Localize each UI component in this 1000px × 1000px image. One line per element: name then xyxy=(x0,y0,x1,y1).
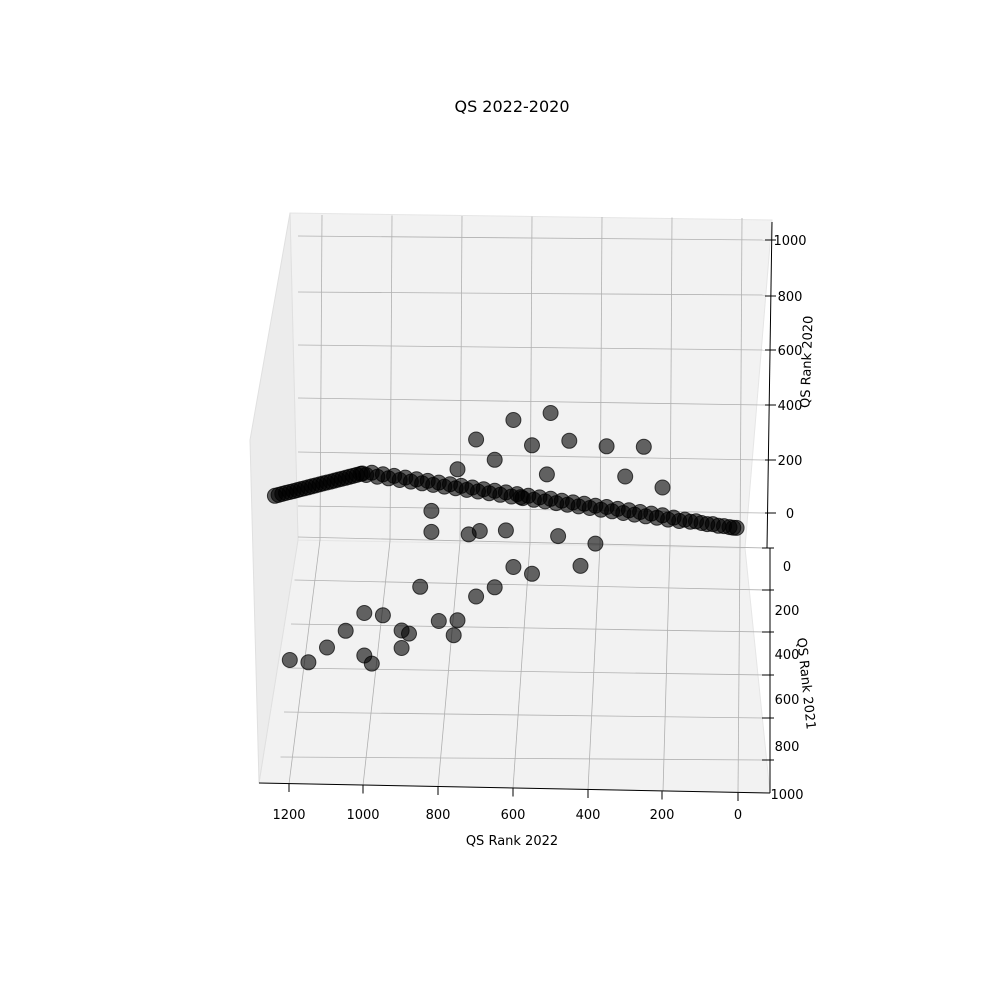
data-point xyxy=(654,479,671,496)
x-tick-label: 1000 xyxy=(346,808,379,823)
data-point xyxy=(486,451,503,468)
data-point xyxy=(598,438,615,455)
y-tick-label: 600 xyxy=(775,693,800,708)
x-grid-line xyxy=(512,543,531,789)
data-point xyxy=(471,523,488,539)
x-grid-line xyxy=(739,217,743,548)
y-tick-label: 800 xyxy=(775,740,800,755)
data-point xyxy=(356,647,373,664)
x-grid-line xyxy=(669,217,673,547)
z-grid-line xyxy=(297,344,766,351)
x-grid-line xyxy=(737,547,741,794)
x-tick-label: 1200 xyxy=(272,808,305,823)
data-point xyxy=(512,489,529,506)
y-tick-label: 400 xyxy=(775,648,800,663)
y-tick-label: 1000 xyxy=(770,788,803,803)
z-grid-line xyxy=(297,291,766,296)
y-axis-ticks: 0 200 400 600 800 1000 xyxy=(762,547,804,803)
data-point xyxy=(337,622,354,639)
z-tick-label: 800 xyxy=(778,290,803,305)
z-tick-label: 200 xyxy=(778,454,803,469)
data-point xyxy=(572,557,589,574)
y-tick-label: 200 xyxy=(775,604,800,619)
x-grid-line xyxy=(599,216,603,545)
x-grid-line xyxy=(587,544,601,791)
data-point xyxy=(266,487,283,504)
chart-title: QS 2022-2020 xyxy=(454,97,569,116)
z-axis-label: QS Rank 2020 xyxy=(798,315,816,408)
data-point xyxy=(423,523,440,540)
floor-pane xyxy=(258,539,771,794)
data-point xyxy=(635,438,652,455)
data-point xyxy=(587,535,604,552)
data-point xyxy=(617,468,634,485)
data-point xyxy=(449,612,466,629)
data-point xyxy=(393,640,410,656)
data-point xyxy=(445,627,462,644)
data-point xyxy=(374,607,391,624)
x-tick-label: 400 xyxy=(576,808,601,823)
data-point xyxy=(524,437,540,454)
y-grid-line xyxy=(283,711,767,719)
data-point xyxy=(300,654,317,671)
z-grid-line xyxy=(297,505,766,514)
data-point xyxy=(319,639,335,656)
z-tick-label: 600 xyxy=(778,344,803,359)
z-grid-line xyxy=(297,451,766,461)
x-tick-label: 600 xyxy=(501,808,526,823)
y-axis-label: QS Rank 2021 xyxy=(793,637,818,730)
y-grid-line xyxy=(294,579,767,591)
data-point xyxy=(542,405,559,421)
data-point xyxy=(412,578,429,595)
data-point xyxy=(538,466,555,483)
data-points xyxy=(266,405,745,672)
x-tick-label: 800 xyxy=(426,808,451,823)
data-point xyxy=(550,528,567,545)
y-grid-line xyxy=(280,756,767,761)
z-grid-line xyxy=(297,397,766,406)
z-tick-label: 1000 xyxy=(773,234,806,249)
data-point xyxy=(497,522,514,539)
data-point xyxy=(505,559,522,575)
y-grid-line xyxy=(297,536,767,549)
x-tick-label: 0 xyxy=(734,808,742,823)
data-point xyxy=(430,613,447,629)
data-point xyxy=(468,588,485,605)
data-point xyxy=(505,412,522,428)
data-point xyxy=(486,579,503,596)
data-point xyxy=(356,605,373,621)
y-grid-line xyxy=(290,623,767,633)
data-point xyxy=(449,461,466,478)
data-point xyxy=(281,652,298,668)
x-axis-ticks: 1200 1000 800 600 400 200 0 xyxy=(272,784,742,823)
x-grid-line xyxy=(662,545,671,792)
data-point xyxy=(423,502,440,519)
x-axis-line xyxy=(258,782,771,794)
z-tick-label: 400 xyxy=(778,399,803,414)
data-point xyxy=(524,565,540,582)
data-point xyxy=(561,432,578,449)
y-tick-label: 0 xyxy=(783,560,791,575)
axis-lines xyxy=(258,221,773,794)
z-axis-ticks: 0 200 400 600 800 1000 xyxy=(765,234,807,522)
data-point xyxy=(393,622,410,639)
data-point xyxy=(468,431,485,448)
x-axis-label: QS Rank 2022 xyxy=(466,834,558,849)
x-tick-label: 200 xyxy=(650,808,675,823)
z-tick-label: 0 xyxy=(786,507,794,522)
z-axis-line xyxy=(766,221,773,549)
x-grid-line xyxy=(389,215,393,542)
z-grid-line xyxy=(297,235,766,241)
